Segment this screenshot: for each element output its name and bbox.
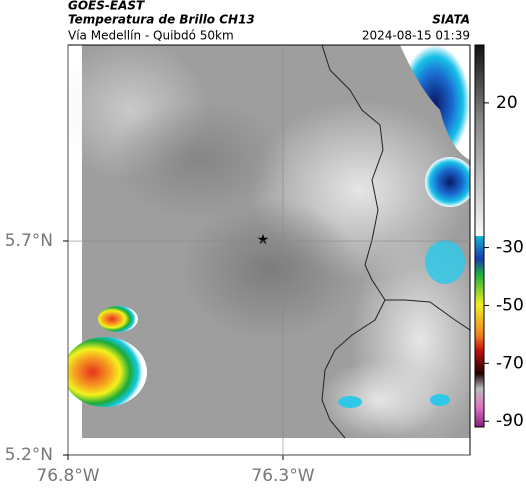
- x-tick-label: 76.8°W: [36, 466, 99, 486]
- map-image: [68, 45, 470, 455]
- y-tick-label: 5.2°N: [5, 445, 53, 465]
- subtitle: Temperatura de Brillo CH13: [68, 13, 255, 27]
- y-tick-label: 5.7°N: [5, 231, 53, 251]
- colorbar-tick-label: -90: [496, 411, 524, 431]
- source: SIATA: [432, 13, 470, 27]
- colorbar-tick-label: -50: [496, 295, 524, 315]
- timestamp: 2024-08-15 01:39: [362, 29, 470, 43]
- city-marker: ★: [257, 232, 270, 248]
- colorbar-tick-label: -70: [496, 353, 524, 373]
- colorbar: [474, 44, 485, 428]
- title: GOES-EAST: [68, 0, 145, 13]
- colorbar-tick-label: -30: [496, 238, 524, 258]
- colorbar-tick-label: 20: [496, 93, 518, 113]
- region: Vía Medellín - Quibdó 50km: [68, 29, 234, 43]
- x-tick-label: 76.3°W: [251, 466, 314, 486]
